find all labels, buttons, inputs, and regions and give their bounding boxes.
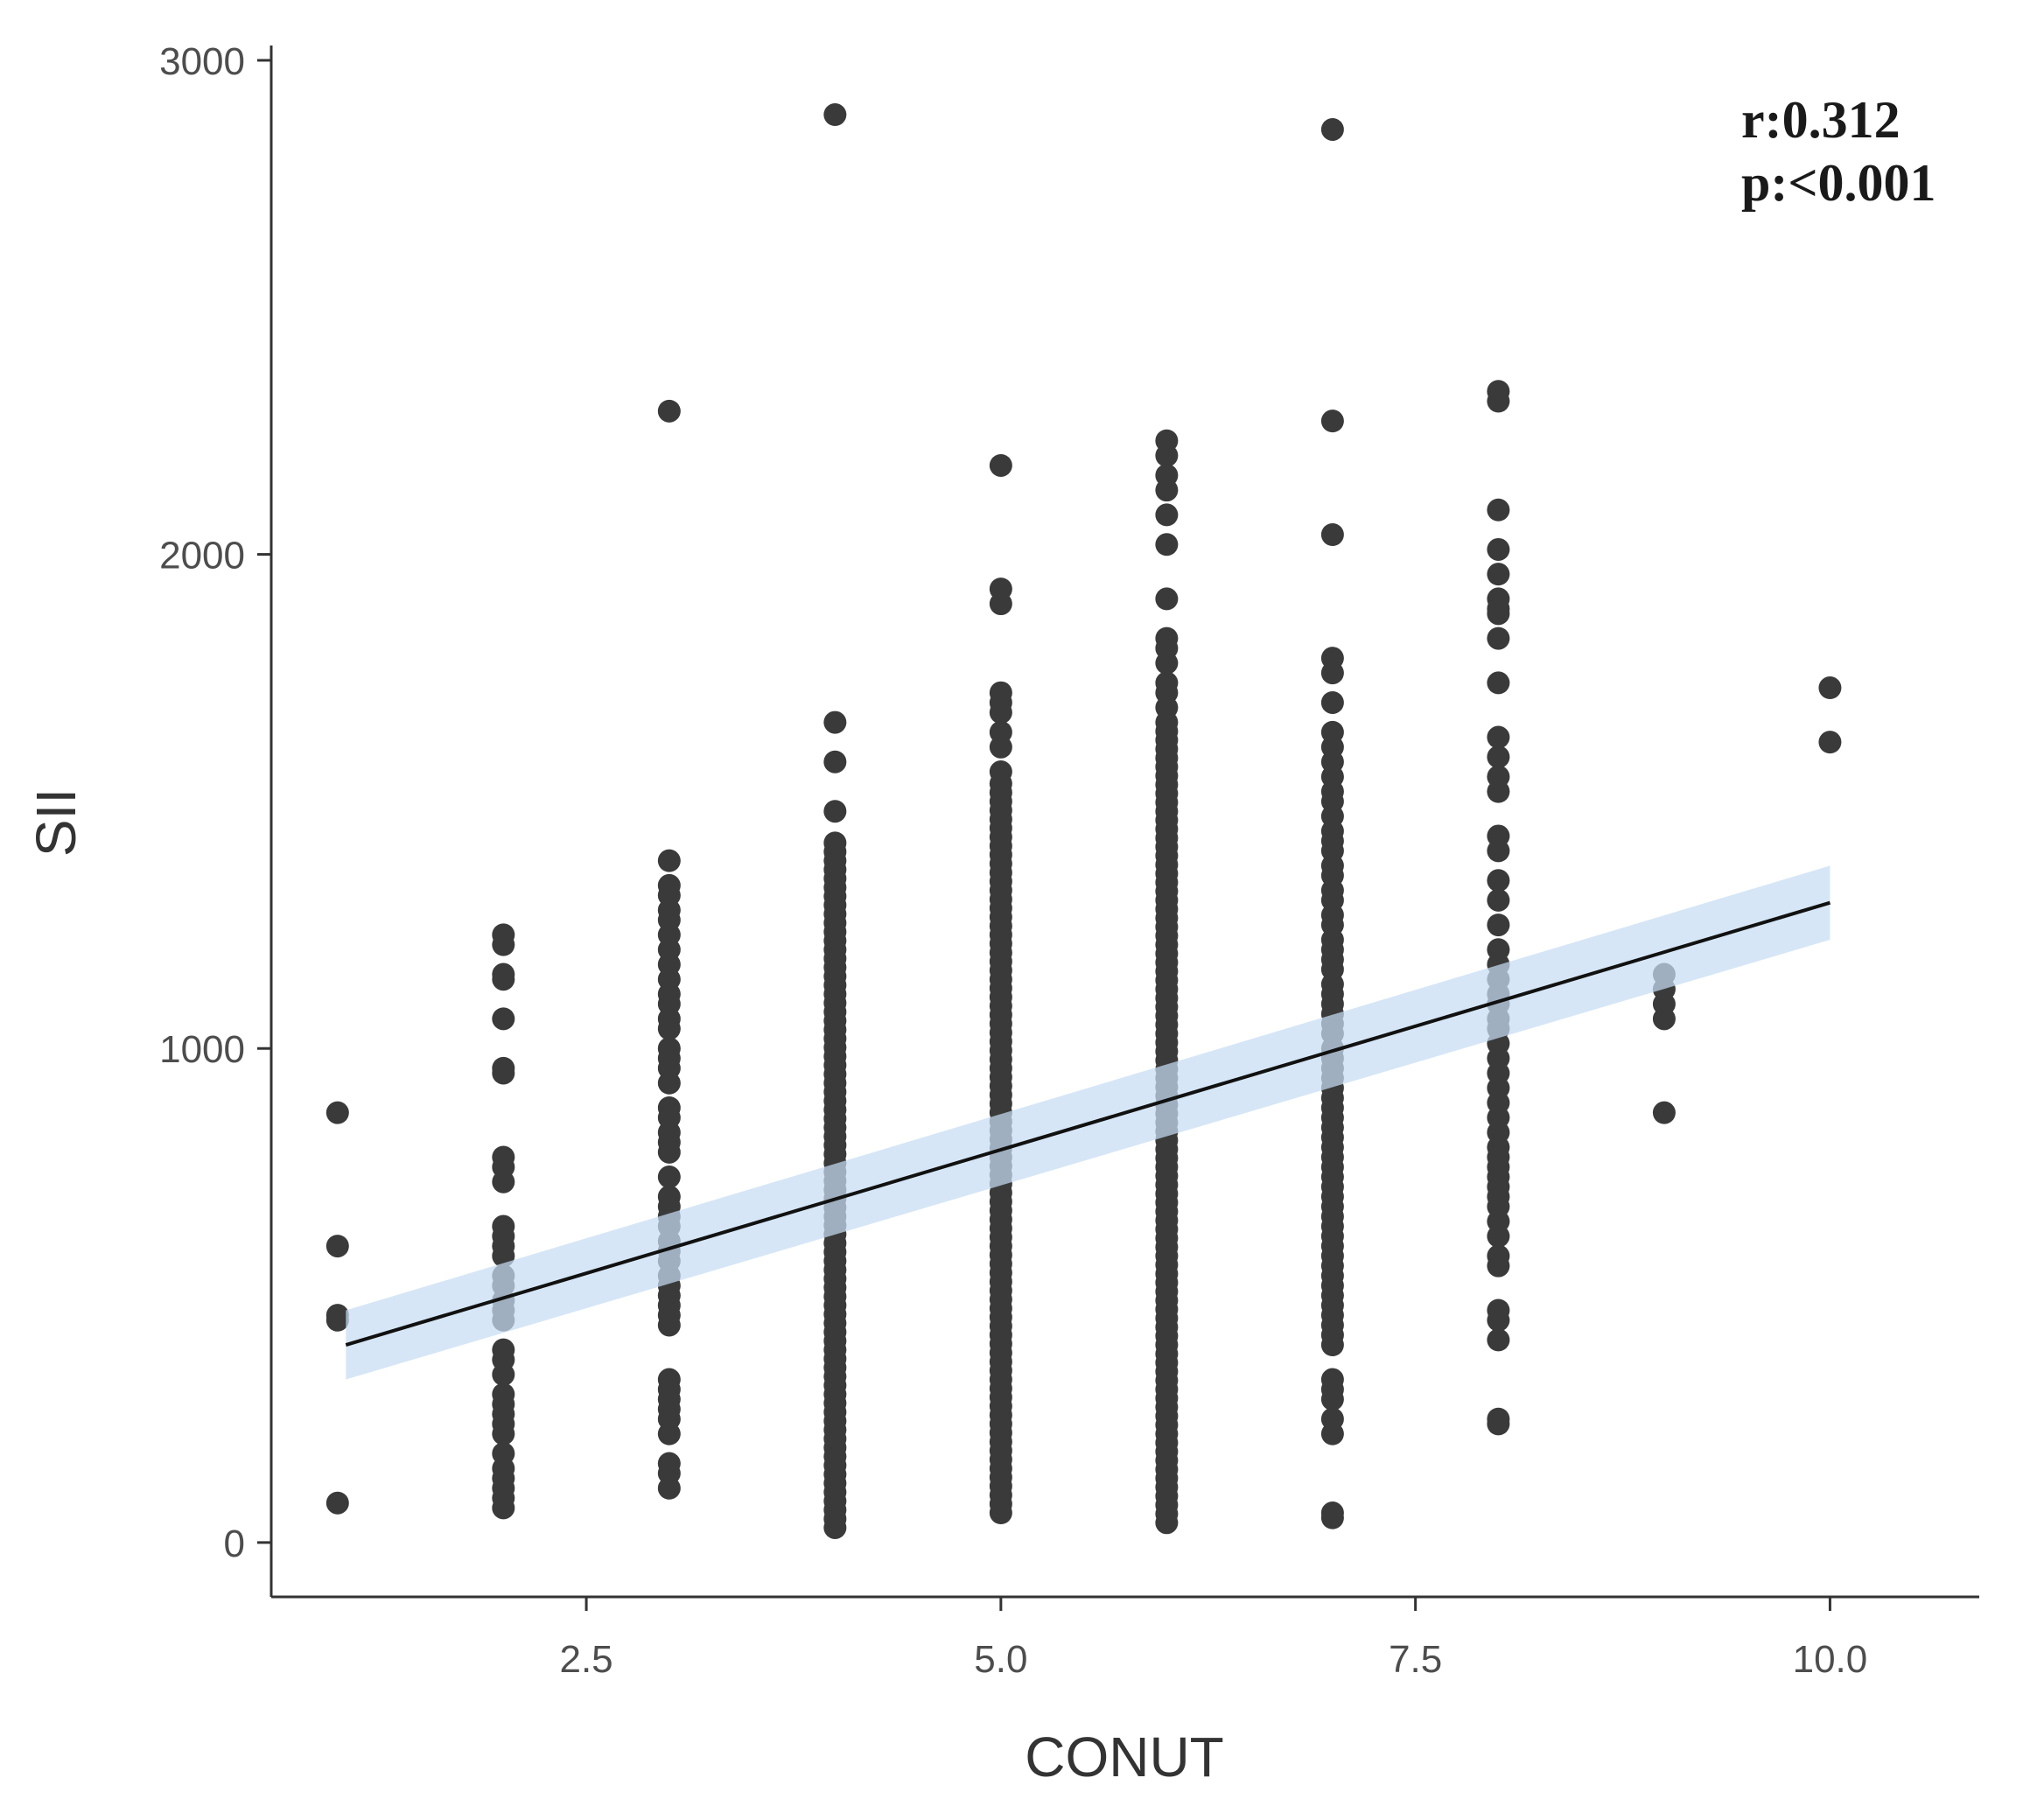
data-point — [1320, 410, 1344, 433]
data-point — [1487, 1412, 1510, 1436]
data-point — [492, 968, 515, 991]
data-point — [326, 1235, 349, 1258]
data-point — [657, 1017, 681, 1040]
x-tick-label: 10.0 — [1793, 1638, 1868, 1681]
data-point — [1487, 671, 1510, 695]
x-tick-label: 2.5 — [559, 1638, 612, 1681]
data-point — [1487, 869, 1510, 892]
x-ticks: 2.5 5.0 7.5 10.0 — [559, 1597, 1867, 1681]
regression-line — [345, 900, 1831, 1347]
y-axis-title: SII — [24, 788, 88, 857]
data-point — [492, 1496, 515, 1520]
data-point — [1487, 725, 1510, 749]
data-point — [1155, 651, 1179, 675]
data-point — [1487, 1308, 1510, 1332]
data-point — [1487, 389, 1510, 413]
x-tick-label: 7.5 — [1389, 1638, 1442, 1681]
data-point — [1320, 117, 1344, 141]
data-point — [1487, 1254, 1510, 1278]
data-point — [657, 1313, 681, 1337]
data-point — [1320, 1388, 1344, 1411]
regression-line-layer — [345, 900, 1831, 1347]
y-tick-label: 3000 — [159, 40, 245, 83]
data-point — [492, 1007, 515, 1031]
data-point — [657, 1071, 681, 1095]
data-point — [492, 1170, 515, 1194]
data-point — [1487, 602, 1510, 626]
data-point — [1487, 780, 1510, 803]
points-layer — [326, 103, 1842, 1539]
p-value-annotation: p:<0.001 — [1741, 154, 1936, 212]
data-point — [823, 710, 847, 734]
data-point — [1487, 1328, 1510, 1352]
correlation-annotation: r:0.312 — [1741, 91, 1900, 149]
data-point — [1155, 533, 1179, 556]
data-point — [1487, 498, 1510, 522]
data-point — [1487, 914, 1510, 937]
data-point — [1320, 662, 1344, 685]
data-point — [657, 1166, 681, 1189]
data-point — [823, 103, 847, 127]
x-tick-label: 5.0 — [974, 1638, 1027, 1681]
data-point — [1818, 676, 1842, 700]
data-point — [989, 592, 1012, 616]
data-point — [1652, 1101, 1676, 1124]
data-point — [823, 831, 847, 855]
data-point — [492, 933, 515, 956]
data-point — [1320, 690, 1344, 714]
data-point — [1155, 444, 1179, 467]
data-point — [1487, 839, 1510, 863]
data-point — [326, 1101, 349, 1124]
data-point — [823, 800, 847, 823]
data-point — [989, 735, 1012, 759]
data-point — [1320, 523, 1344, 547]
data-point — [1155, 503, 1179, 527]
data-point — [1652, 1007, 1676, 1031]
data-point — [492, 1422, 515, 1446]
data-point — [1320, 1506, 1344, 1530]
data-point — [1155, 479, 1179, 502]
data-point — [823, 750, 847, 774]
data-point — [657, 1476, 681, 1500]
data-point — [1487, 626, 1510, 650]
data-point — [492, 1061, 515, 1085]
data-point — [1155, 710, 1179, 734]
data-point — [326, 1308, 349, 1332]
data-point — [326, 1491, 349, 1515]
y-tick-label: 1000 — [159, 1028, 245, 1071]
y-tick-label: 2000 — [159, 535, 245, 578]
y-tick-label: 0 — [224, 1522, 245, 1565]
data-point — [1487, 1224, 1510, 1248]
data-point — [1487, 746, 1510, 769]
data-point — [989, 772, 1012, 795]
data-point — [1320, 1422, 1344, 1446]
data-point — [657, 1422, 681, 1446]
data-point — [1487, 537, 1510, 561]
data-point — [492, 1362, 515, 1386]
data-point — [1487, 888, 1510, 912]
data-point — [1818, 731, 1842, 754]
data-point — [1155, 587, 1179, 611]
data-point — [657, 849, 681, 872]
axes — [270, 46, 1979, 1599]
data-point — [657, 1140, 681, 1164]
x-axis-title: CONUT — [1025, 1726, 1224, 1788]
data-point — [1320, 1334, 1344, 1357]
data-point — [989, 701, 1012, 724]
data-point — [657, 399, 681, 423]
data-point — [1487, 563, 1510, 586]
y-ticks: 0 1000 2000 3000 — [159, 40, 271, 1565]
data-point — [989, 453, 1012, 477]
